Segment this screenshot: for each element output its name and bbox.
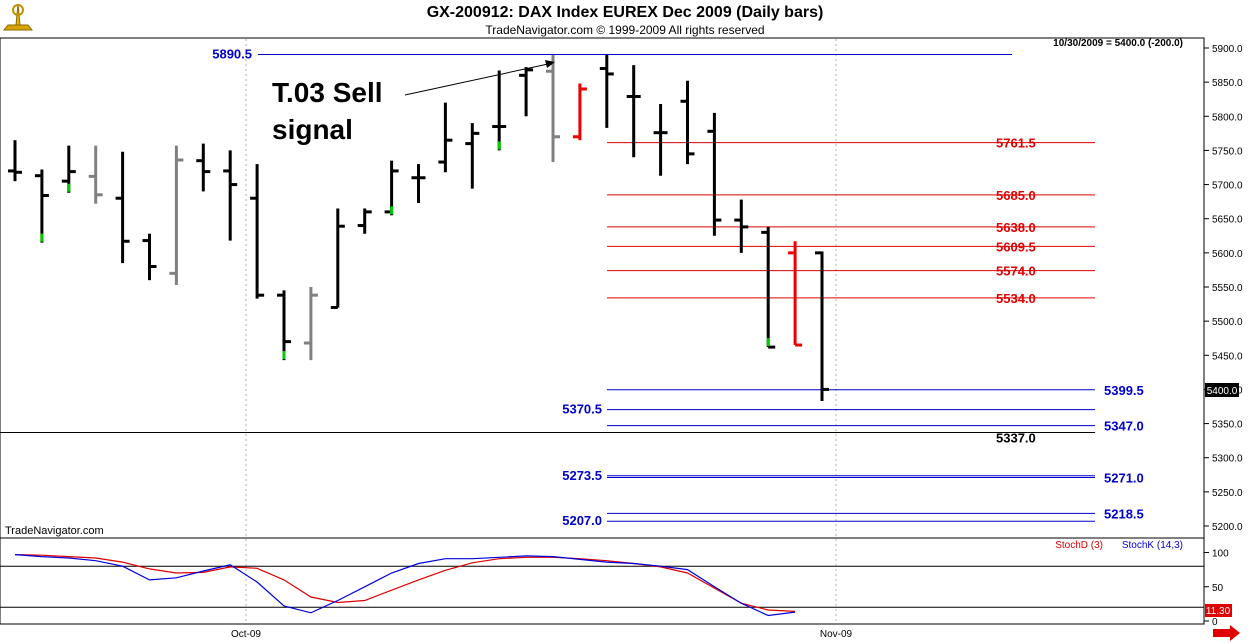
price-bar xyxy=(492,70,507,151)
y-tick-label: 5250.0 xyxy=(1212,488,1243,499)
price-bar xyxy=(169,145,184,285)
y-tick-label: 5300.0 xyxy=(1212,454,1243,465)
y-tick-label: 5200.0 xyxy=(1212,522,1243,533)
price-bar xyxy=(761,226,776,349)
stoch-k-legend: StochK (14,3) xyxy=(1122,540,1183,551)
time-axis: Oct-09 Nov-09 xyxy=(231,629,853,640)
price-bar xyxy=(384,160,399,216)
x-tick-label: Nov-09 xyxy=(820,629,853,640)
stoch-y-tick-label: 0 xyxy=(1212,617,1218,628)
price-bar xyxy=(88,145,103,204)
price-bar xyxy=(680,80,695,165)
stoch-y-tick-label: 50 xyxy=(1212,583,1224,594)
level-label: 5399.5 xyxy=(1104,383,1144,398)
price-bar xyxy=(61,145,76,193)
price-bar xyxy=(142,233,157,281)
price-bar xyxy=(250,164,265,299)
price-bar xyxy=(519,67,534,117)
level-label: 5574.0 xyxy=(996,264,1036,279)
y-tick-label: 5750.0 xyxy=(1212,146,1243,157)
price-bar xyxy=(546,54,560,163)
stoch-pane-frame xyxy=(0,537,1205,625)
price-bars-layer xyxy=(8,54,829,402)
level-label: 5609.5 xyxy=(996,239,1036,254)
price-bar xyxy=(599,54,614,128)
y-tick-label: 5650.0 xyxy=(1212,215,1243,226)
price-bar xyxy=(411,164,426,204)
price-bar xyxy=(815,251,829,402)
stoch-y-tick-label: 100 xyxy=(1212,549,1229,560)
level-label: 5347.0 xyxy=(1104,419,1144,434)
annotation-arrow-head-icon xyxy=(545,60,555,68)
price-bar xyxy=(626,65,641,158)
price-bar xyxy=(788,241,803,347)
level-label: 5370.5 xyxy=(562,402,602,417)
price-bar xyxy=(34,169,49,243)
last-bar-info: 10/30/2009 = 5400.0 (-200.0) xyxy=(1053,38,1183,49)
price-bar xyxy=(572,83,587,141)
price-bar xyxy=(8,140,22,182)
annotation-line-2: signal xyxy=(272,114,353,145)
stoch-d-line xyxy=(14,554,796,612)
price-bar xyxy=(115,151,130,264)
y-tick-label: 5500.0 xyxy=(1212,317,1243,328)
y-tick-label: 5350.0 xyxy=(1212,420,1243,431)
annotation-arrow xyxy=(404,63,549,96)
y-tick-label: 5550.0 xyxy=(1212,283,1243,294)
annotation-line-1: T.03 Sell xyxy=(272,77,383,108)
price-bar xyxy=(707,112,722,236)
level-label: 5761.5 xyxy=(996,136,1036,151)
last-price-label: 5400.0 xyxy=(1207,386,1238,397)
scroll-right-arrow-icon[interactable] xyxy=(1213,625,1240,641)
y-tick-label: 5900.0 xyxy=(1212,44,1243,55)
price-bar xyxy=(653,103,668,176)
stochastic-layer: 0 50 100 xyxy=(0,549,1229,628)
level-label: 5271.0 xyxy=(1104,471,1144,486)
level-label: 5890.5 xyxy=(212,46,252,61)
level-label: 5534.0 xyxy=(996,291,1036,306)
y-tick-label: 5850.0 xyxy=(1212,78,1243,89)
stoch-value-box xyxy=(1205,604,1232,617)
stoch-value-label: 11.30 xyxy=(1206,606,1231,617)
level-label: 5218.5 xyxy=(1104,506,1144,521)
y-tick-label: 5450.0 xyxy=(1212,351,1243,362)
price-bar xyxy=(465,123,480,189)
chart-title: GX-200912: DAX Index EUREX Dec 2009 (Dai… xyxy=(427,4,824,21)
watermark: TradeNavigator.com xyxy=(5,525,104,537)
level-label: 5273.5 xyxy=(562,468,602,483)
y-tick-label: 5600.0 xyxy=(1212,249,1243,260)
stoch-k-line xyxy=(14,554,796,617)
y-tick-label: 5800.0 xyxy=(1212,112,1243,123)
copyright-text: TradeNavigator.com © 1999-2009 All right… xyxy=(485,23,764,37)
price-bar xyxy=(734,199,749,253)
price-bar xyxy=(223,150,238,241)
x-tick-label: Oct-09 xyxy=(231,629,261,640)
level-label: 5685.0 xyxy=(996,188,1036,203)
price-bar xyxy=(330,208,345,309)
price-bar xyxy=(277,290,291,361)
y-tick-label: 5700.0 xyxy=(1212,181,1243,192)
price-bar xyxy=(357,208,372,234)
price-bar xyxy=(438,102,453,173)
price-bar xyxy=(303,287,318,361)
level-label: 5638.0 xyxy=(996,220,1036,235)
last-price-box xyxy=(1205,383,1239,397)
price-bar xyxy=(196,143,211,192)
trade-navigator-logo-icon[interactable] xyxy=(2,3,34,31)
level-label: 5207.0 xyxy=(562,513,602,528)
level-label: 5337.0 xyxy=(996,430,1036,445)
stoch-d-legend: StochD (3) xyxy=(1055,540,1103,551)
